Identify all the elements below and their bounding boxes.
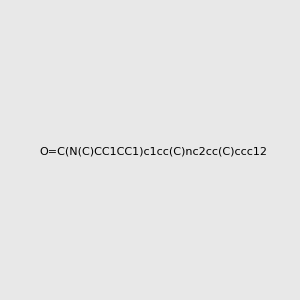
Text: O=C(N(C)CC1CC1)c1cc(C)nc2cc(C)ccc12: O=C(N(C)CC1CC1)c1cc(C)nc2cc(C)ccc12 [40,146,268,157]
